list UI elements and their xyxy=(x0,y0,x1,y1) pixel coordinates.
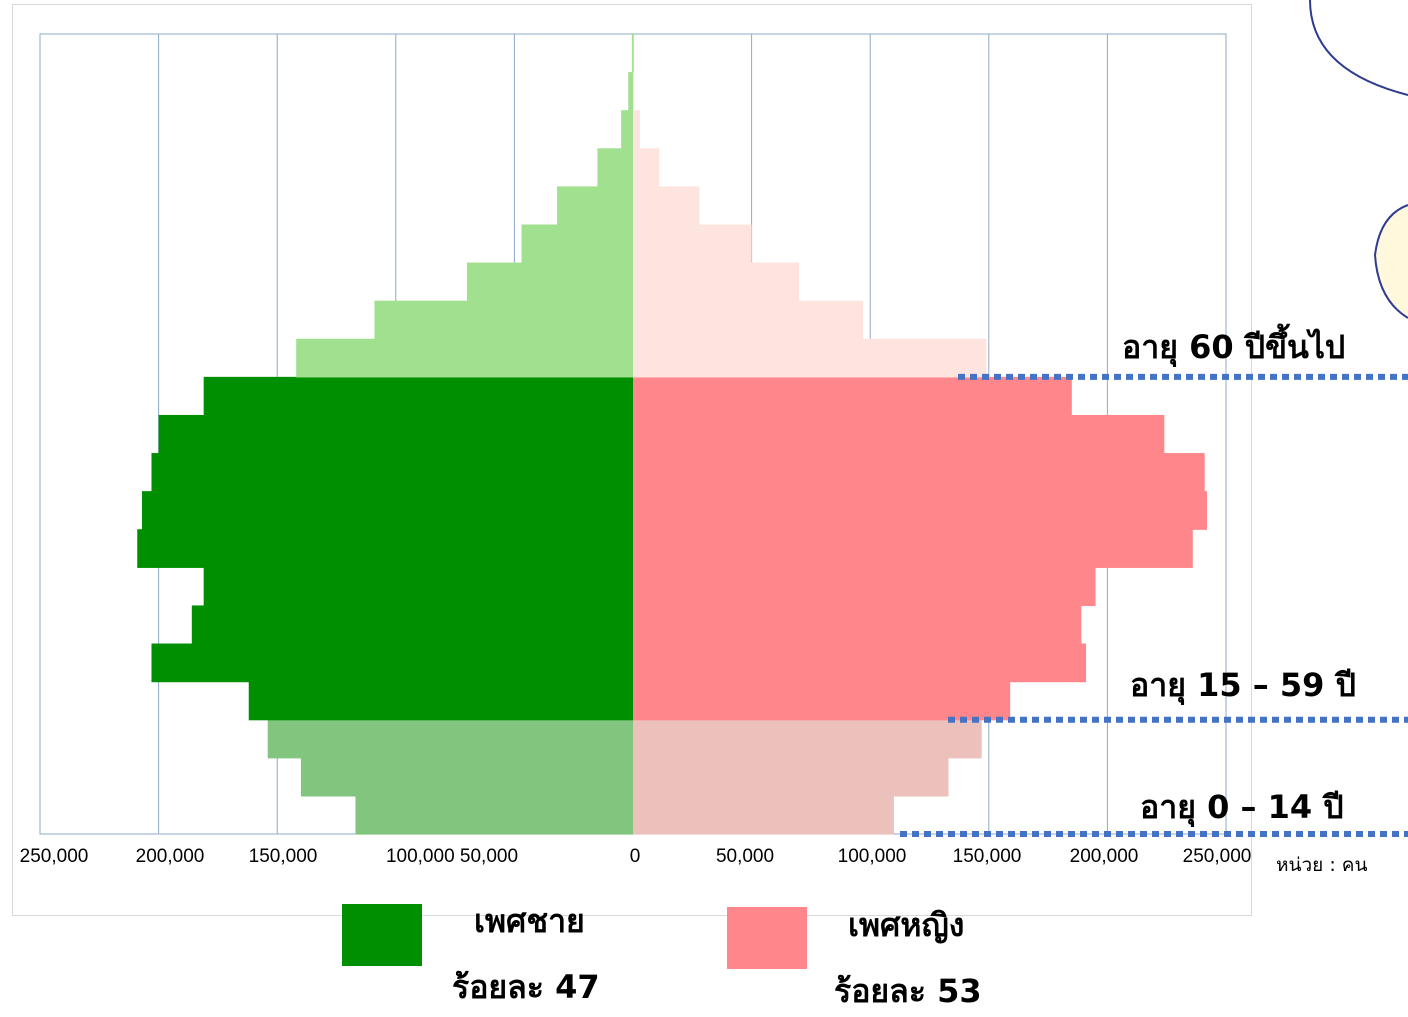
female-bar-95-99 xyxy=(633,72,635,111)
male-bar-20-24 xyxy=(151,643,633,683)
x-tick-label: 0 xyxy=(630,846,641,867)
male-bar-80-84 xyxy=(557,186,633,226)
female-bar-80-84 xyxy=(633,186,700,226)
female-bar-20-24 xyxy=(633,643,1087,683)
legend-label-male: เพศชาย xyxy=(474,902,585,940)
male-bar-40-44 xyxy=(141,491,633,530)
female-bar-90-94 xyxy=(633,110,641,149)
female-bar-55-59 xyxy=(633,376,1072,416)
female-bar-70-74 xyxy=(633,262,800,302)
x-tick-label: 200,000 xyxy=(136,846,205,867)
male-bar-60-64 xyxy=(296,338,633,378)
age-band-label-15-59: อายุ 15 – 59 ปี xyxy=(1130,666,1356,704)
female-bar-5-9 xyxy=(633,757,949,797)
legend-swatch-male xyxy=(342,904,422,966)
male-bar-95-99 xyxy=(628,72,633,111)
male-bar-65-69 xyxy=(374,300,633,340)
female-bar-15-19 xyxy=(633,681,1011,721)
legend-share-female: ร้อยละ 53 xyxy=(834,972,982,1010)
female-bar-45-49 xyxy=(633,453,1205,492)
age-band-label-60-plus: อายุ 60 ปีขึ้นไป xyxy=(1122,328,1346,366)
male-bar-25-29 xyxy=(191,605,634,645)
unit-label: หน่วย : คน xyxy=(1276,854,1368,876)
x-tick-label: 150,000 xyxy=(249,846,318,867)
male-bar-75-79 xyxy=(521,224,633,264)
legend-swatch-female xyxy=(727,907,807,969)
male-bar-15-19 xyxy=(248,681,633,721)
male-bar-55-59 xyxy=(203,376,633,416)
male-bar-10-14 xyxy=(267,719,633,759)
legend-share-male: ร้อยละ 47 xyxy=(452,968,600,1006)
female-bar-65-69 xyxy=(633,300,864,340)
male-bar-0-4 xyxy=(355,795,633,835)
male-bar-45-49 xyxy=(151,453,633,492)
male-bar-90-94 xyxy=(621,110,633,149)
female-bar-0-4 xyxy=(633,795,894,835)
female-bar-10-14 xyxy=(633,719,982,759)
female-bar-30-34 xyxy=(633,567,1096,607)
male-bar-70-74 xyxy=(466,262,633,302)
x-tick-label: 150,000 xyxy=(953,846,1022,867)
decorative-outline-shapes xyxy=(1309,0,1408,319)
female-bar-50-54 xyxy=(633,414,1165,454)
x-tick-label: 200,000 xyxy=(1070,846,1139,867)
male-bar-85-89 xyxy=(597,148,633,187)
x-tick-label: 250,000 xyxy=(20,846,89,867)
female-bar-75-79 xyxy=(633,224,752,264)
male-bar-100+ xyxy=(631,34,633,73)
x-tick-label: 250,000 xyxy=(1183,846,1252,867)
female-bar-85-89 xyxy=(633,148,660,187)
male-bar-35-39 xyxy=(137,529,633,568)
x-tick-label: 100,000 xyxy=(838,846,907,867)
male-bar-50-54 xyxy=(158,414,633,454)
x-tick-label: 50,000 xyxy=(716,846,774,867)
x-tick-label: 100,000 50,000 xyxy=(386,846,518,867)
age-band-label-0-14: อายุ 0 – 14 ปี xyxy=(1140,788,1344,826)
legend-label-female: เพศหญิง xyxy=(848,906,965,944)
female-bar-25-29 xyxy=(633,605,1082,645)
female-bar-60-64 xyxy=(633,338,987,378)
male-bar-30-34 xyxy=(203,567,633,607)
male-bar-5-9 xyxy=(300,757,633,797)
female-bar-40-44 xyxy=(633,491,1208,530)
female-bar-35-39 xyxy=(633,529,1193,568)
